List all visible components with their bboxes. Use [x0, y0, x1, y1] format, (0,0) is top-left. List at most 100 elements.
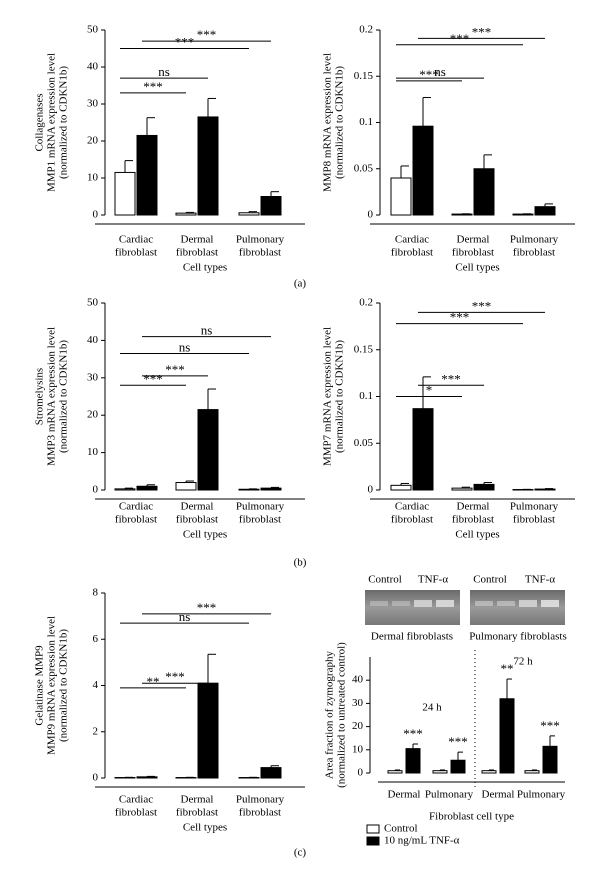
x-tick-label: Cardiac: [395, 234, 429, 246]
y-tick-label: 2: [93, 725, 99, 737]
significance-label: ns: [179, 609, 191, 624]
significance-label: ***: [197, 600, 217, 615]
x-tick-label: fibroblast: [115, 247, 157, 259]
bar: [260, 487, 282, 491]
gel-image: [365, 590, 460, 625]
y-tick-label: 0.2: [359, 24, 373, 36]
significance-label: ***: [143, 371, 163, 386]
y-axis-label: (normalized to CDKN1b): [334, 66, 346, 179]
x-tick-label: Pulmonary: [236, 501, 285, 513]
y-tick-label: 0: [368, 484, 374, 496]
y-tick-label: 0: [93, 209, 99, 221]
bar: [432, 770, 448, 774]
x-tick-label: Cardiac: [119, 501, 153, 513]
bar: [524, 770, 540, 774]
y-axis-label: MMP1 mRNA expression level: [46, 53, 58, 192]
gel-lane-label: TNF-α: [418, 574, 448, 586]
x-tick-label: fibroblast: [176, 807, 218, 819]
bar: [412, 408, 434, 491]
gel-bands: [370, 600, 559, 607]
gel-lane-label: Control: [368, 574, 402, 586]
y-tick-label: 0: [93, 484, 99, 496]
bar: [405, 748, 421, 774]
y-tick-label: 50: [87, 297, 99, 309]
significance-label: ns: [434, 64, 446, 79]
bar: [238, 212, 260, 216]
bar: [197, 409, 219, 491]
x-axis-label: Cell types: [183, 262, 227, 274]
bar: [136, 134, 158, 216]
y-axis-label: (normalized to untreated control): [336, 642, 348, 788]
x-tick-label: fibroblast: [239, 247, 281, 259]
bar: [542, 745, 558, 774]
significance-label: **: [147, 674, 160, 689]
bar: [451, 487, 473, 491]
x-tick-label: Dermal: [457, 501, 490, 513]
bar: [473, 483, 495, 491]
x-tick-label: Dermal: [457, 234, 490, 246]
x-tick-label: fibroblast: [176, 514, 218, 526]
y-tick-label: 30: [352, 697, 364, 709]
y-tick-label: 10: [87, 446, 99, 458]
x-tick-label: fibroblast: [513, 514, 555, 526]
significance-label: ***: [143, 79, 163, 94]
significance-label: **: [501, 661, 514, 676]
gel-cell-label: Dermal fibroblasts: [371, 631, 453, 643]
x-tick-label: Pulmonary: [236, 794, 285, 806]
y-axis-label: Gelatinase MMP9: [34, 645, 46, 726]
legend-label: Control: [384, 823, 418, 835]
y-tick-label: 0.05: [354, 162, 374, 174]
y-tick-label: 10: [87, 172, 99, 184]
x-tick-label: Cardiac: [119, 234, 153, 246]
x-tick-label: Cardiac: [119, 794, 153, 806]
y-tick-label: 0.05: [354, 437, 374, 449]
y-tick-label: 50: [87, 24, 99, 36]
x-tick-label: Pulmonary: [510, 501, 559, 513]
legend-swatch: [366, 824, 380, 834]
x-tick-label: fibroblast: [452, 247, 494, 259]
significance-label: ***: [472, 298, 492, 313]
y-axis-label: Collagenases: [34, 93, 46, 151]
gel-image: [470, 590, 565, 625]
bar: [175, 212, 197, 216]
x-tick-label: fibroblast: [176, 247, 218, 259]
y-tick-label: 0: [368, 209, 374, 221]
significance-label: *: [426, 382, 433, 397]
bar: [534, 206, 556, 216]
bar: [450, 759, 466, 774]
y-axis-label: Stromelysins: [34, 368, 46, 425]
x-tick-label: Pulmonary: [236, 234, 285, 246]
panel-label: (c): [294, 847, 307, 859]
x-tick-label: Dermal: [181, 501, 214, 513]
x-tick-label: fibroblast: [391, 514, 433, 526]
significance-label: ***: [450, 310, 470, 325]
bar: [197, 682, 219, 779]
legend-swatch: [366, 836, 380, 846]
x-tick-label: Cardiac: [395, 501, 429, 513]
significance-label: ***: [441, 371, 461, 386]
bar: [114, 171, 136, 216]
group-label: 24 h: [422, 702, 442, 714]
y-tick-label: 20: [87, 135, 99, 147]
significance-label: ***: [175, 34, 195, 49]
y-tick-label: 40: [352, 674, 364, 686]
y-axis-label: Area fraction of zymography: [324, 651, 336, 779]
significance-label: ns: [201, 323, 213, 338]
significance-label: ***: [165, 362, 185, 377]
x-axis-label: Cell types: [455, 529, 499, 541]
x-tick-label: Pulmonary: [425, 789, 474, 801]
y-tick-label: 20: [87, 409, 99, 421]
significance-label: ***: [448, 734, 468, 749]
x-axis-label: Cell types: [183, 822, 227, 834]
x-tick-label: fibroblast: [513, 247, 555, 259]
y-tick-label: 40: [87, 334, 99, 346]
y-axis-label: (normalized to CDKN1b): [58, 66, 70, 179]
legend-label: 10 ng/mL TNF-α: [384, 835, 460, 847]
y-axis-label: MMP7 mRNA expression level: [322, 327, 334, 466]
y-tick-label: 0.15: [354, 343, 374, 355]
y-axis-label: MMP9 mRNA expression level: [46, 616, 58, 755]
significance-label: ns: [158, 64, 170, 79]
y-tick-label: 40: [87, 61, 99, 73]
significance-label: ***: [403, 726, 423, 741]
